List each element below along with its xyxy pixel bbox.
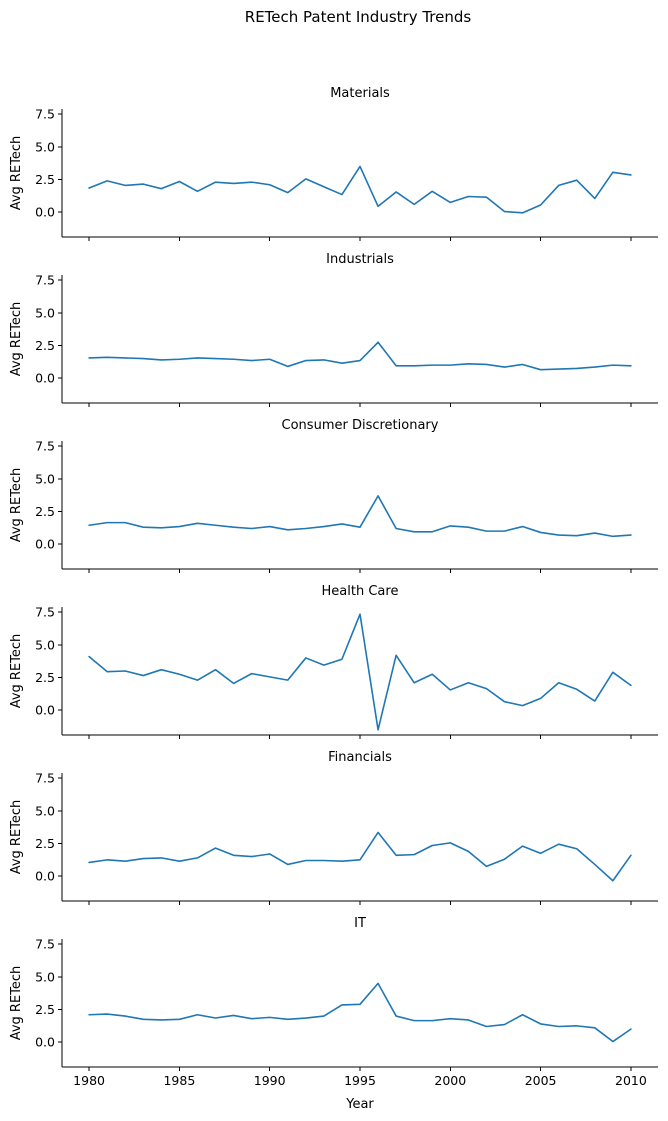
panel-3: Health Care 7.5 5.0 2.5 0.0 Avg RETech [9, 584, 658, 739]
y-tick-label: 7.5 [35, 439, 55, 454]
chart-title: RETech Patent Industry Trends [245, 8, 472, 26]
y-tick-label: 5.0 [35, 471, 55, 486]
y-tick-label: 5.0 [35, 637, 55, 652]
panel-title: IT [354, 916, 366, 931]
panel-5: IT 7.5 5.0 2.5 0.0 Avg RETech 1980 1985 1990 1995… [9, 916, 658, 1088]
y-tick-label: 2.5 [35, 1002, 55, 1017]
y-axis-label: Avg RETech [9, 966, 24, 1041]
y-tick-label: 2.5 [35, 172, 55, 187]
x-tick-label: 1990 [254, 1073, 286, 1088]
x-tick-label: 2000 [434, 1073, 466, 1088]
panel-2: Consumer Discretionary 7.5 5.0 2.5 0.0 Avg RE… [9, 418, 658, 573]
y-tick-label: 0.0 [35, 537, 55, 552]
x-tick-label: 1985 [163, 1073, 195, 1088]
y-tick-label: 2.5 [35, 836, 55, 851]
y-tick-label: 0.0 [35, 371, 55, 386]
panel-title: Industrials [326, 252, 394, 267]
y-tick-label: 5.0 [35, 969, 55, 984]
panel-title: Health Care [322, 584, 399, 599]
y-tick-label: 0.0 [35, 703, 55, 718]
y-tick-label: 5.0 [35, 305, 55, 320]
x-tick-label: 2005 [525, 1073, 557, 1088]
panel-4: Financials 7.5 5.0 2.5 0.0 Avg RETech [9, 750, 658, 905]
y-tick-label: 7.5 [35, 771, 55, 786]
y-axis-label: Avg RETech [9, 468, 24, 543]
series-line [88, 982, 632, 1043]
y-tick-label: 2.5 [35, 504, 55, 519]
y-tick-label: 7.5 [35, 107, 55, 122]
y-tick-label: 7.5 [35, 605, 55, 620]
x-tick-label: 2010 [615, 1073, 647, 1088]
y-axis-label: Avg RETech [9, 634, 24, 709]
y-tick-label: 0.0 [35, 205, 55, 220]
series-line [88, 165, 632, 214]
series-line [88, 341, 632, 371]
y-tick-label: 7.5 [35, 273, 55, 288]
panel-0: Materials 7.5 5.0 2.5 0.0 Avg RETech [9, 86, 658, 241]
x-tick-label: 1980 [73, 1073, 105, 1088]
panel-title: Materials [330, 86, 390, 101]
series-line [88, 831, 632, 882]
y-tick-label: 5.0 [35, 803, 55, 818]
y-tick-label: 5.0 [35, 139, 55, 154]
panel-title: Consumer Discretionary [282, 418, 439, 433]
series-line [88, 613, 632, 731]
series-line [88, 495, 632, 538]
y-axis-label: Avg RETech [9, 136, 24, 211]
y-axis-label: Avg RETech [9, 800, 24, 875]
panel-title: Financials [328, 750, 392, 765]
y-tick-label: 2.5 [35, 670, 55, 685]
y-tick-label: 2.5 [35, 338, 55, 353]
y-tick-label: 0.0 [35, 1035, 55, 1050]
x-tick-label: 1995 [344, 1073, 376, 1088]
panel-1: Industrials 7.5 5.0 2.5 0.0 Avg RETech [9, 252, 658, 407]
y-tick-label: 0.0 [35, 869, 55, 884]
y-axis-label: Avg RETech [9, 302, 24, 377]
x-axis-label: Year [345, 1097, 374, 1112]
y-tick-label: 7.5 [35, 937, 55, 952]
